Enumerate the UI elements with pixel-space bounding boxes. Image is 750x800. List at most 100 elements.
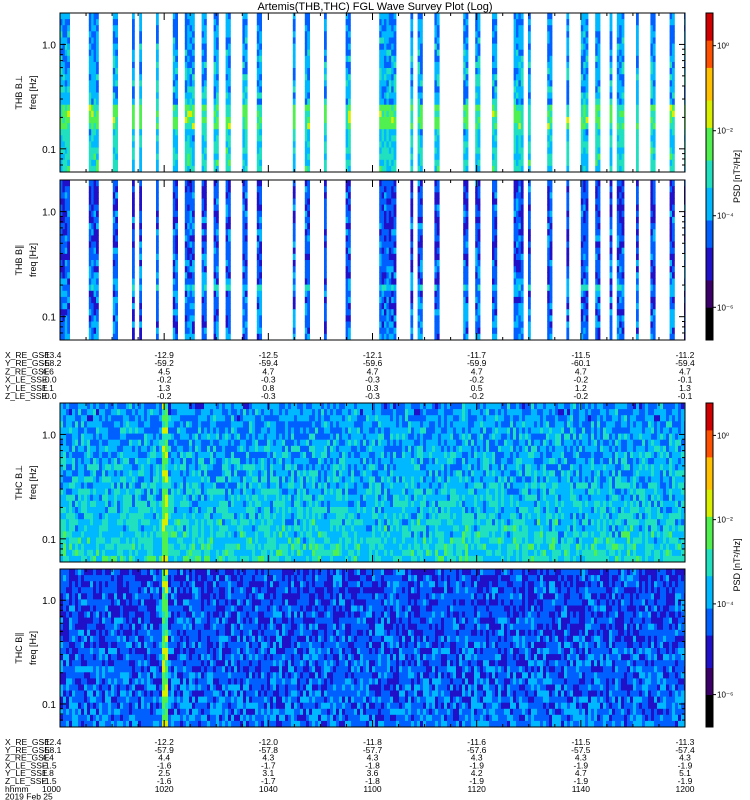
psd-cell (650, 92, 654, 99)
psd-cell (379, 272, 382, 279)
psd-cell (64, 153, 68, 161)
psd-cell (616, 235, 620, 242)
psd-cell (90, 464, 94, 471)
psd-cell (88, 92, 92, 99)
psd-cell (139, 198, 142, 206)
psd-cell (132, 37, 135, 44)
psd-cell (669, 247, 673, 255)
psd-cell (204, 19, 207, 26)
psd-cell (388, 266, 392, 273)
psd-cell (417, 192, 421, 199)
psd-cell (518, 61, 522, 69)
psd-cell (244, 290, 248, 298)
psd-cell (115, 61, 118, 69)
psd-cell (516, 210, 519, 218)
psd-cell (242, 92, 246, 99)
psd-cell (172, 37, 176, 44)
psd-cell (88, 19, 92, 26)
psd-cell (381, 327, 385, 335)
psd-cell (436, 25, 440, 32)
psd-cell (597, 123, 601, 130)
psd-cell (672, 260, 675, 267)
psd-cell (172, 129, 176, 136)
psd-cell (436, 61, 440, 69)
psd-cell (477, 229, 481, 236)
psd-cell (156, 296, 159, 304)
psd-cell (345, 55, 349, 63)
psd-cell (147, 427, 151, 434)
psd-cell (256, 192, 260, 199)
psd-cell (60, 123, 63, 130)
psd-cell (619, 165, 622, 172)
psd-cell (228, 333, 231, 340)
psd-cell (138, 519, 142, 526)
psd-cell (388, 61, 392, 69)
psd-cell (96, 451, 100, 459)
psd-cell (492, 321, 495, 329)
psd-cell (513, 110, 517, 118)
psd-cell (304, 141, 308, 148)
psd-cell (159, 403, 163, 410)
psd-cell (69, 494, 73, 502)
psd-cell (259, 186, 262, 193)
psd-cell (141, 488, 145, 496)
psd-cell (172, 253, 176, 261)
psd-cell (434, 98, 438, 106)
psd-cell (652, 198, 656, 206)
psd-cell (307, 123, 310, 130)
psd-cell (242, 216, 246, 224)
psd-cell (105, 507, 109, 514)
psd-cell (187, 180, 190, 187)
psd-cell (93, 153, 97, 161)
psd-cell (62, 135, 66, 142)
psd-cell (141, 494, 145, 502)
psd-cell (434, 266, 438, 273)
psd-cell (147, 403, 151, 410)
psd-cell (513, 266, 517, 273)
psd-cell (650, 290, 654, 298)
psd-cell (175, 55, 178, 63)
psd-cell (93, 180, 97, 187)
psd-cell (175, 61, 178, 69)
psd-cell (386, 284, 390, 292)
psd-cell (465, 104, 469, 112)
psd-cell (492, 303, 495, 310)
psd-cell (595, 241, 598, 249)
psd-cell (93, 68, 97, 75)
psd-cell (520, 309, 524, 316)
psd-cell (75, 488, 79, 496)
psd-cell (144, 403, 148, 410)
psd-cell (144, 415, 148, 422)
psd-cell (595, 37, 598, 44)
psd-cell (93, 296, 97, 304)
psd-cell (585, 260, 589, 267)
psd-cell (156, 482, 160, 489)
psd-cell (62, 25, 66, 32)
psd-cell (138, 464, 142, 471)
psd-cell (115, 296, 118, 304)
psd-cell (477, 266, 481, 273)
psd-cell (244, 147, 248, 154)
psd-cell (324, 186, 327, 193)
psd-cell (115, 247, 118, 255)
psd-cell (187, 315, 190, 322)
psd-cell (175, 296, 178, 304)
psd-cell (528, 141, 531, 148)
psd-cell (123, 537, 127, 544)
psd-cell (93, 525, 97, 532)
psd-cell (513, 229, 517, 236)
psd-cell (547, 43, 550, 51)
psd-cell (117, 433, 121, 441)
psd-cell (102, 433, 106, 441)
psd-cell (259, 192, 262, 199)
psd-cell (621, 290, 625, 298)
psd-cell (549, 204, 553, 212)
psd-cell (132, 543, 136, 551)
psd-cell (78, 427, 82, 434)
psd-cell (583, 296, 586, 304)
psd-cell (619, 309, 622, 316)
psd-cell (388, 135, 392, 142)
psd-cell (381, 104, 385, 112)
psd-cell (650, 43, 654, 51)
psd-cell (201, 260, 205, 267)
